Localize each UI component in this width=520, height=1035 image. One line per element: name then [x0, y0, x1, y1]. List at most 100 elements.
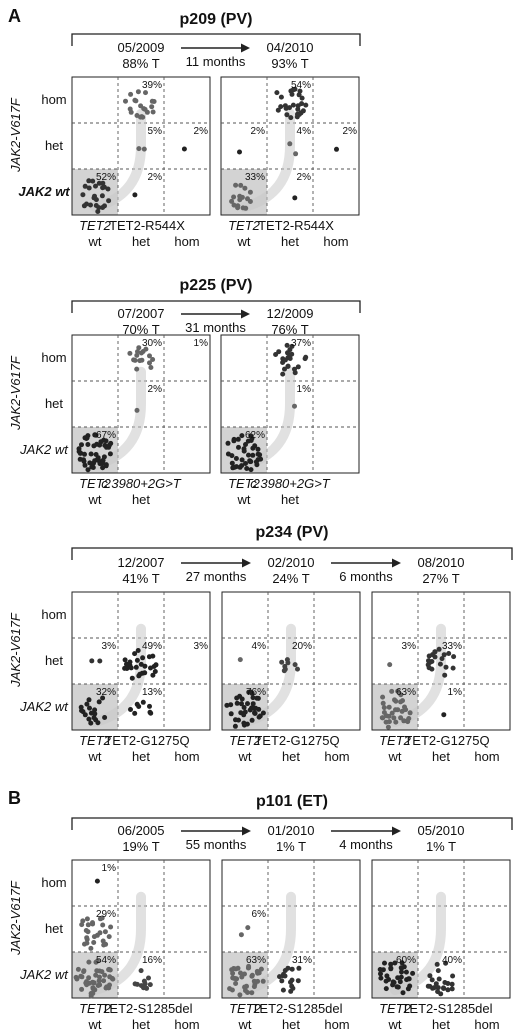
grid-frame: [371, 591, 511, 731]
timepoint-date: 08/2010: [418, 555, 465, 570]
timeline-bracket: [71, 547, 513, 560]
cell-dot: [147, 360, 152, 366]
col-label-mutation: c.3980+2G>T: [250, 476, 331, 491]
cell-percent: 37%: [291, 338, 311, 349]
cell-dot: [427, 983, 433, 989]
cell-dot: [151, 664, 157, 669]
cell-dot: [394, 984, 400, 990]
timepoint-date: 05/2009: [118, 40, 165, 55]
cell-dot: [229, 453, 235, 459]
cell-dot: [392, 697, 397, 703]
y-axis-label: JAK2-V617F: [8, 97, 23, 173]
cell-dot: [284, 112, 290, 118]
col-label-wt: wt: [88, 492, 102, 507]
cell-dot: [127, 350, 133, 356]
cell-dot: [239, 457, 245, 463]
cell-dot: [434, 961, 440, 967]
interval-label: 6 months: [339, 569, 393, 584]
cell-dot: [86, 178, 92, 184]
cell-dot: [451, 654, 457, 660]
cell-dot: [252, 710, 257, 716]
cell-dot: [78, 704, 84, 710]
cell-dot: [258, 456, 264, 462]
cell-dot: [96, 180, 102, 186]
col-label-wt: wt: [237, 234, 251, 249]
cell-dot: [429, 977, 435, 983]
time-arrow-head: [241, 309, 250, 319]
cell-dot: [245, 925, 251, 931]
cell-dot: [260, 710, 266, 716]
cell-dot: [91, 460, 96, 466]
cell-dot: [141, 106, 147, 112]
cell-percent: 40%: [442, 955, 462, 966]
cell-dot: [279, 659, 285, 665]
cell-dot: [140, 349, 146, 354]
cell-dot: [287, 141, 293, 147]
cell-dot: [395, 688, 401, 694]
cell-dot: [128, 707, 133, 712]
cell-percent: 1%: [448, 687, 463, 698]
cell-dot: [100, 922, 106, 928]
cell-dot: [253, 459, 259, 465]
col-label-gene: TET2: [229, 1001, 262, 1016]
cell-dot: [273, 352, 279, 357]
cell-dot: [228, 711, 234, 717]
cell-dot: [393, 719, 399, 725]
cell-dot: [237, 149, 242, 155]
cell-dot: [295, 978, 301, 984]
cell-dot: [405, 719, 411, 725]
cell-dot: [83, 435, 89, 441]
cell-dot: [90, 980, 96, 986]
cell-dot: [383, 719, 389, 725]
cell-dot: [293, 151, 299, 157]
cell-percent: 3%: [102, 641, 117, 652]
tumor-fraction: 41% T: [122, 571, 159, 586]
cell-dot: [395, 975, 401, 981]
cell-dot: [127, 106, 133, 112]
cell-dot: [231, 194, 237, 200]
cell-dot: [282, 666, 288, 672]
cell-dot: [134, 366, 140, 372]
cell-dot: [149, 104, 155, 110]
tumor-fraction: 1% T: [426, 839, 456, 854]
row-label-het: het: [45, 396, 63, 411]
cell-percent: 1%: [297, 384, 312, 395]
cell-dot: [249, 973, 255, 979]
cell-dot: [239, 463, 245, 469]
row-label-het: het: [45, 138, 63, 153]
cell-dot: [241, 705, 247, 710]
cell-dot: [442, 980, 448, 985]
cell-dot: [390, 979, 396, 985]
cell-dot: [378, 975, 384, 981]
col-label-wt: wt: [88, 1017, 102, 1032]
cell-percent: 2%: [251, 126, 266, 137]
timepoint-date: 01/2010: [268, 823, 315, 838]
cell-dot: [237, 992, 243, 998]
cell-dot: [292, 662, 298, 668]
cell-dot: [233, 456, 239, 461]
col-label-mutation: TET2-S1285del: [101, 1001, 192, 1016]
cell-dot: [383, 986, 389, 992]
col-label-hom: hom: [174, 749, 199, 764]
cell-dot: [398, 692, 404, 698]
cell-percent: 33%: [245, 172, 265, 183]
cell-dot: [255, 978, 261, 984]
cell-dot: [378, 971, 383, 977]
cell-dot: [93, 197, 99, 203]
col-label-wt: wt: [388, 1017, 402, 1032]
timepoint-date: 02/2010: [268, 555, 315, 570]
cell-dot: [290, 87, 296, 93]
cell-dot: [297, 88, 303, 94]
cell-dot: [381, 705, 387, 711]
cell-dot: [233, 182, 239, 188]
cell-dot: [382, 960, 387, 966]
cell-dot: [97, 968, 102, 974]
row-label-wt: JAK2 wt: [19, 699, 69, 714]
cell-dot: [150, 672, 156, 678]
cell-dot: [79, 986, 85, 992]
cell-dot: [139, 114, 145, 120]
interval-label: 27 months: [186, 569, 247, 584]
col-label-gene: TET2: [228, 476, 261, 491]
cell-dot: [86, 959, 92, 965]
